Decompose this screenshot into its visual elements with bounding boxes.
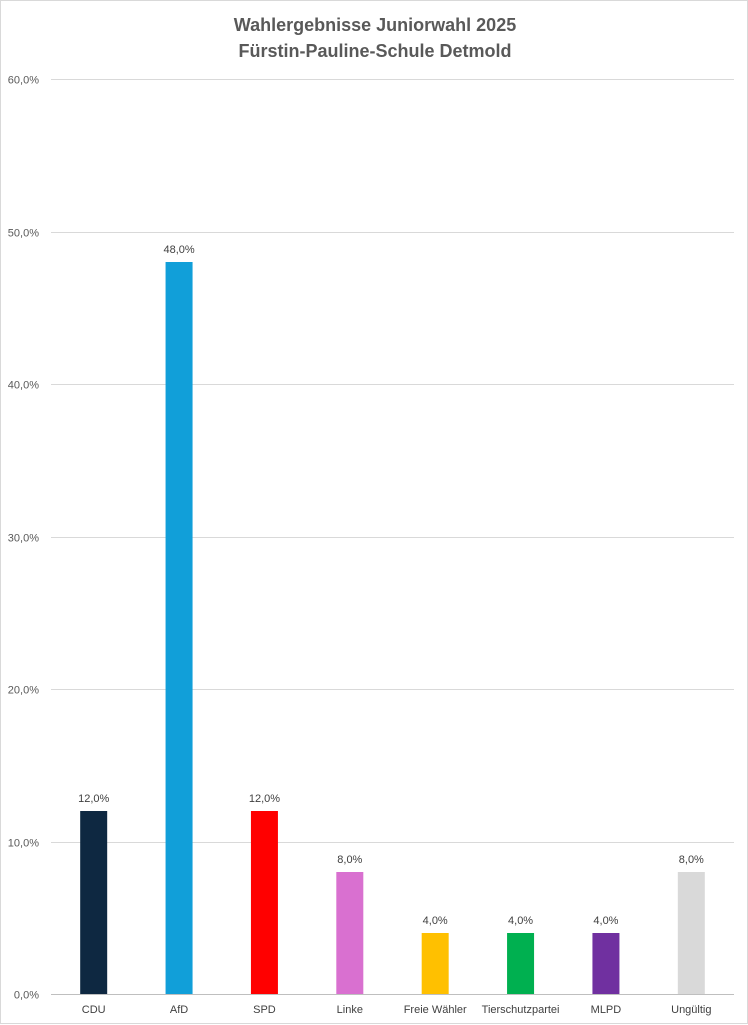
bar xyxy=(336,872,364,994)
y-tick-label: 30,0% xyxy=(8,533,39,545)
category-label: Freie Wähler xyxy=(404,1004,467,1016)
gridlines xyxy=(51,79,734,995)
category-label: SPD xyxy=(253,1004,276,1016)
category-label: Ungültig xyxy=(671,1004,711,1016)
y-tick-label: 40,0% xyxy=(8,380,39,392)
y-axis-tick-labels: 0,0% 10,0% 20,0% 30,0% 40,0% 50,0% 60,0% xyxy=(8,75,39,1002)
bars xyxy=(80,262,705,994)
bar xyxy=(80,811,108,994)
data-label: 4,0% xyxy=(423,915,448,927)
data-label: 4,0% xyxy=(593,915,618,927)
bar xyxy=(250,811,278,994)
y-tick-label: 50,0% xyxy=(8,228,39,240)
chart-title-line-1: Wahlergebnisse Juniorwahl 2025 xyxy=(234,15,516,35)
data-label: 8,0% xyxy=(337,854,362,866)
category-label: Linke xyxy=(337,1004,363,1016)
data-labels: 12,0% 48,0% 12,0% 8,0% 4,0% 4,0% 4,0% 8,0% xyxy=(78,244,704,927)
bar xyxy=(592,933,620,994)
category-label: Tierschutzpartei xyxy=(482,1004,560,1016)
data-label: 8,0% xyxy=(679,854,704,866)
y-tick-label: 60,0% xyxy=(8,75,39,87)
category-label: MLPD xyxy=(591,1004,622,1016)
bar xyxy=(507,933,535,994)
chart-title-line-2: Fürstin-Pauline-Schule Detmold xyxy=(238,41,511,61)
category-label: AfD xyxy=(170,1004,188,1016)
category-label: CDU xyxy=(82,1004,106,1016)
bar xyxy=(165,262,193,994)
y-tick-label: 0,0% xyxy=(14,990,39,1002)
bar xyxy=(421,933,449,994)
y-tick-label: 10,0% xyxy=(8,838,39,850)
data-label: 48,0% xyxy=(163,244,194,256)
y-tick-label: 20,0% xyxy=(8,685,39,697)
data-label: 12,0% xyxy=(78,793,109,805)
data-label: 4,0% xyxy=(508,915,533,927)
data-label: 12,0% xyxy=(249,793,280,805)
bar xyxy=(677,872,705,994)
x-axis-category-labels: CDU AfD SPD Linke Freie Wähler Tierschutzpart… xyxy=(82,1004,712,1016)
